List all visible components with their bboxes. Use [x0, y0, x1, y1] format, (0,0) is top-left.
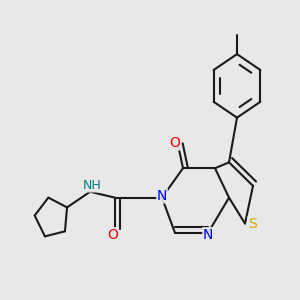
- Text: O: O: [169, 136, 180, 150]
- Text: N: N: [203, 228, 213, 242]
- Text: S: S: [248, 217, 257, 230]
- Text: O: O: [107, 228, 118, 242]
- Text: N: N: [157, 189, 167, 203]
- Text: NH: NH: [83, 179, 102, 192]
